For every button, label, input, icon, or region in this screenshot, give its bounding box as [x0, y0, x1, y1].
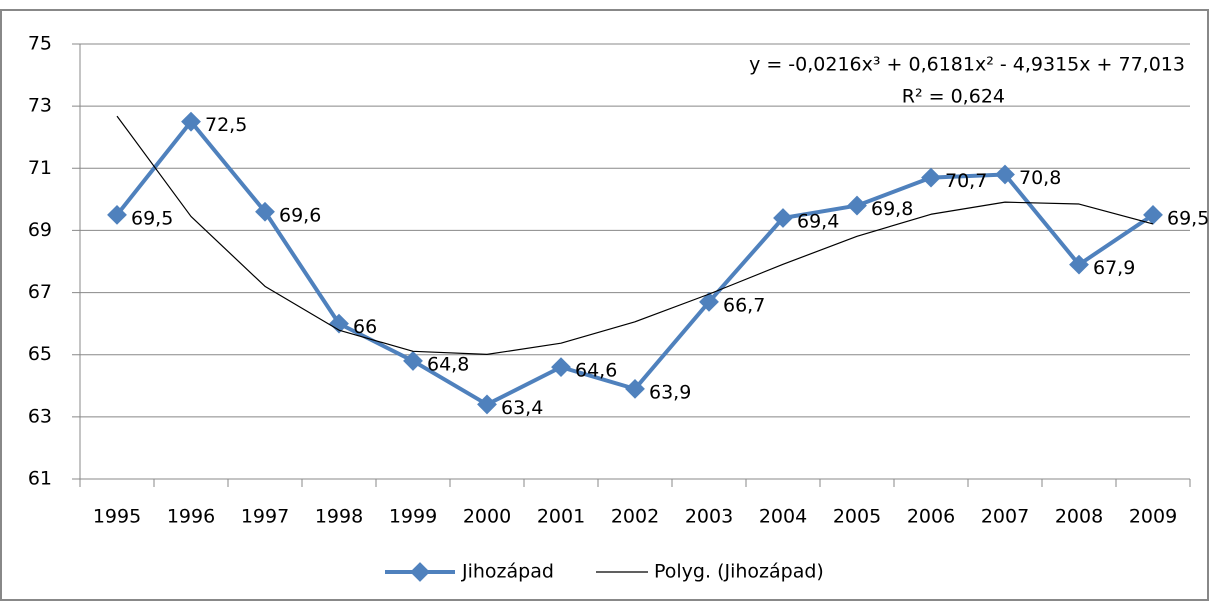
marker: [107, 204, 127, 225]
x-tick-label: 1998: [315, 506, 363, 528]
equation: y = -0,0216x³ + 0,6181x² - 4,9315x + 77,…: [749, 54, 1185, 76]
x-tick-label: 1999: [389, 506, 437, 528]
x-tick-label: 2001: [537, 506, 585, 528]
y-tick-label: 65: [28, 343, 52, 365]
data-label: 64,6: [575, 360, 617, 382]
x-tick-label: 2005: [833, 506, 881, 528]
y-tick-label: 61: [28, 468, 52, 490]
trend-line: [116, 115, 1154, 356]
marker: [551, 357, 571, 378]
data-label: 69,6: [279, 204, 321, 226]
marker: [255, 201, 275, 222]
x-tick-label: 2003: [685, 506, 733, 528]
legend-label: Jihozápad: [461, 561, 554, 583]
y-tick-label: 75: [28, 33, 52, 55]
marker: [1069, 254, 1089, 275]
data-label: 63,4: [501, 397, 543, 419]
r-squared: R² = 0,624: [902, 86, 1005, 108]
data-label: 70,8: [1019, 167, 1061, 189]
x-tick-label: 2000: [463, 506, 511, 528]
data-label: 69,5: [131, 207, 173, 229]
data-label: 70,7: [945, 170, 987, 192]
data-label: 66: [353, 316, 377, 338]
x-tick-label: 2009: [1129, 506, 1177, 528]
x-tick-label: 2006: [907, 506, 955, 528]
y-tick-label: 69: [28, 219, 52, 241]
data-label: 72,5: [205, 114, 247, 136]
chart-frame: [0, 9, 1209, 601]
x-tick-label: 2007: [981, 506, 1029, 528]
data-label: 64,8: [427, 353, 469, 375]
marker: [699, 291, 719, 312]
x-tick-label: 2008: [1055, 506, 1103, 528]
y-tick-label: 63: [28, 405, 52, 427]
y-tick-label: 73: [28, 95, 52, 117]
marker: [625, 378, 645, 399]
x-tick-label: 1995: [93, 506, 141, 528]
marker: [329, 313, 349, 334]
x-tick-label: 2002: [611, 506, 659, 528]
data-label: 69,5: [1167, 207, 1209, 229]
data-label: 67,9: [1093, 257, 1135, 279]
data-label: 63,9: [649, 381, 691, 403]
y-tick-label: 71: [28, 157, 52, 179]
marker: [181, 111, 201, 132]
data-label: 69,4: [797, 211, 839, 233]
y-tick-label: 67: [28, 281, 52, 303]
data-label: 69,8: [871, 198, 913, 220]
legend-label: Polyg. (Jihozápad): [654, 561, 824, 583]
data-label: 66,7: [723, 294, 765, 316]
x-tick-label: 1997: [241, 506, 289, 528]
legend-marker: [410, 562, 430, 582]
marker: [477, 394, 497, 415]
x-tick-label: 1996: [167, 506, 215, 528]
marker: [403, 351, 423, 371]
marker: [1143, 204, 1163, 225]
x-tick-label: 2004: [759, 506, 807, 528]
